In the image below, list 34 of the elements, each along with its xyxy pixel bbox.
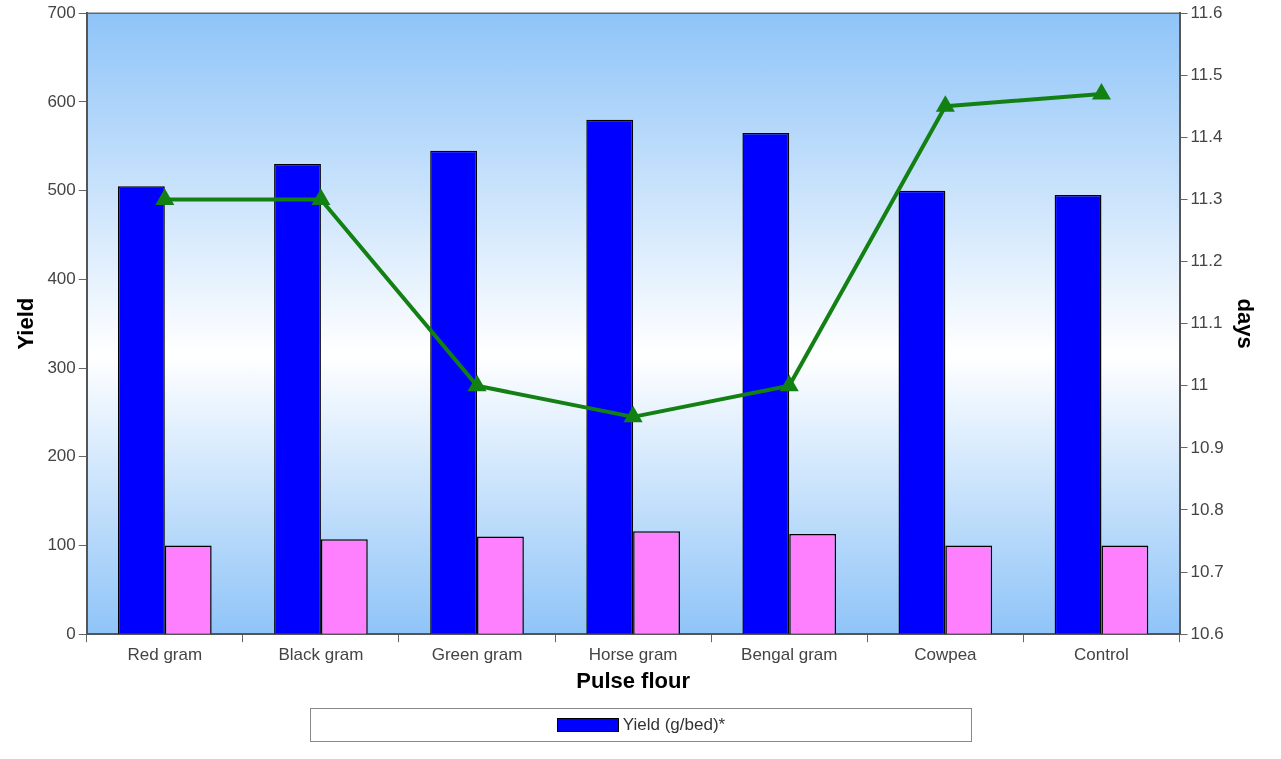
y2-tick-label: 11.2 (1190, 251, 1223, 271)
y2-tick-label: 11.1 (1190, 313, 1223, 333)
point (312, 190, 329, 205)
x-tick-label: Horse gram (588, 645, 678, 665)
y-tick-label: 200 (47, 446, 76, 466)
y2-tick-label: 11.6 (1190, 2, 1223, 22)
point (156, 190, 173, 205)
x-tick-label: Control (1074, 645, 1129, 665)
y2-tick-label: 10.9 (1190, 437, 1224, 457)
point (1093, 84, 1110, 100)
y2-axis-title: days (1232, 298, 1258, 349)
y2-tick-label: 11 (1190, 375, 1209, 395)
y2-tick-label: 10.6 (1190, 623, 1224, 643)
x-tick-label: Bengal gram (741, 645, 838, 665)
x-tick-label: Cowpea (914, 645, 978, 665)
y2-tick-label: 10.8 (1190, 499, 1224, 519)
y-tick-label: 0 (66, 623, 76, 643)
y2-tick-label: 11.5 (1190, 64, 1223, 84)
y-tick-label: 400 (47, 269, 76, 289)
y-axis-title: Yield (13, 297, 39, 350)
y-tick-label: 100 (47, 535, 76, 555)
x-axis-title: Pulse flour (576, 667, 691, 693)
x-tick-label: Black gram (278, 645, 364, 665)
y-tick-label: 700 (47, 2, 76, 22)
y-tick-label: 300 (47, 357, 76, 377)
y-tick-label: 600 (47, 91, 76, 111)
y2-tick-label: 10.7 (1190, 561, 1224, 581)
x-tick-label: Red gram (127, 645, 203, 665)
y2-tick-label: 11.4 (1190, 127, 1223, 147)
x-tick-label: Green gram (431, 645, 523, 665)
point (937, 97, 954, 112)
y-tick-label: 500 (47, 180, 76, 200)
y2-tick-label: 11.3 (1190, 189, 1223, 209)
text: Yield (g/bed)* (622, 715, 726, 735)
